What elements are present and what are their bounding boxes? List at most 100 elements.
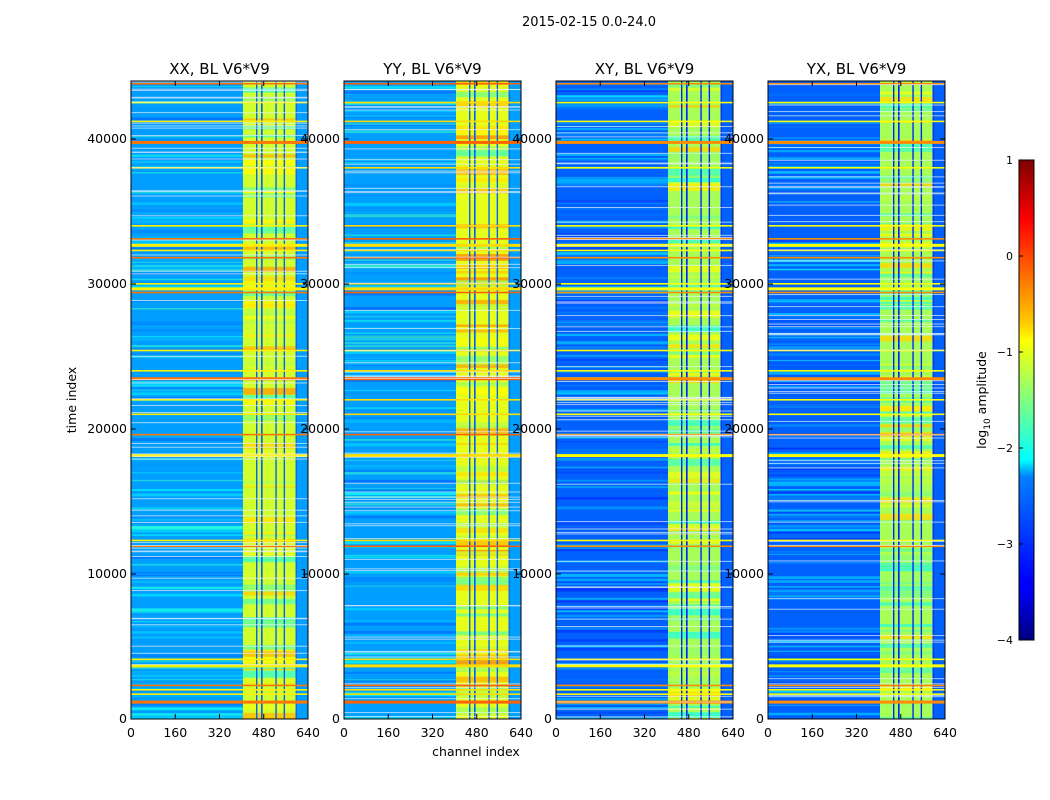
noise-row	[131, 494, 244, 497]
band-texture	[456, 472, 510, 477]
noise-row	[131, 278, 244, 281]
flag-line	[131, 398, 308, 400]
band-texture	[243, 487, 297, 492]
flag-line	[556, 605, 733, 607]
noise-row	[556, 151, 669, 154]
noise-row	[344, 479, 457, 482]
noise-row	[344, 289, 457, 292]
noise-row	[131, 285, 244, 288]
noise-row	[556, 297, 669, 300]
x-tick-label: 320	[421, 725, 445, 740]
flag-line	[768, 598, 945, 600]
flag-line	[344, 309, 521, 311]
hot-time-row	[768, 243, 945, 247]
noise-row	[131, 625, 244, 628]
noise-row	[768, 424, 881, 427]
band-texture	[668, 325, 722, 333]
noise-row	[344, 407, 457, 409]
noise-row	[344, 577, 457, 580]
band-texture	[456, 130, 510, 135]
hot-time-row	[344, 399, 521, 401]
colorbar-tick-label: −4	[997, 634, 1013, 647]
heatmap-2	[344, 81, 521, 719]
noise-row	[344, 444, 457, 447]
y-tick-label: 0	[544, 711, 552, 726]
noise-row	[556, 639, 669, 642]
noise-row	[768, 255, 881, 258]
band-texture	[243, 280, 297, 284]
hot-time-row	[556, 283, 733, 285]
band-texture	[456, 364, 510, 369]
noise-row	[131, 269, 244, 272]
flag-line	[344, 431, 521, 433]
band-texture	[243, 245, 297, 251]
flag-line	[556, 483, 733, 485]
noise-row	[131, 83, 244, 87]
band-texture	[880, 424, 934, 431]
flag-line	[131, 254, 308, 256]
noise-row	[131, 136, 244, 138]
hot-time-row	[131, 433, 308, 436]
noise-row	[344, 272, 457, 274]
flag-line	[344, 129, 521, 131]
y-axis-label: time index	[64, 367, 79, 433]
noise-row	[131, 530, 244, 533]
hot-time-row	[131, 256, 308, 259]
y-tick-label: 40000	[87, 131, 127, 146]
flag-line	[556, 366, 733, 368]
flag-line	[556, 264, 733, 266]
noise-row	[131, 665, 244, 669]
flag-line	[131, 96, 308, 98]
band-texture	[880, 629, 934, 633]
noise-row	[344, 670, 457, 672]
band-texture	[668, 426, 722, 434]
flag-line	[768, 249, 945, 251]
noise-row	[768, 496, 881, 499]
noise-row	[344, 507, 457, 510]
flag-line	[556, 415, 733, 417]
noise-row	[344, 694, 457, 697]
noise-row	[556, 260, 669, 263]
hot-time-row	[344, 684, 521, 687]
noise-row	[768, 301, 881, 303]
noise-row	[344, 691, 457, 694]
noise-row	[131, 329, 244, 332]
band-texture	[456, 666, 510, 672]
flag-line	[344, 192, 521, 194]
noise-row	[131, 434, 244, 437]
flag-line	[131, 127, 308, 129]
noise-row	[344, 202, 457, 205]
noise-row	[131, 261, 244, 264]
hot-time-row	[556, 693, 733, 695]
noise-row	[344, 109, 457, 113]
hot-time-row	[344, 120, 521, 123]
band-texture	[243, 416, 297, 419]
noise-row	[344, 265, 457, 267]
noise-row	[344, 363, 457, 367]
flag-line	[344, 376, 521, 378]
noise-row	[556, 600, 669, 603]
noise-row	[131, 498, 244, 502]
hot-time-row	[556, 101, 733, 104]
noise-row	[768, 474, 881, 476]
flag-line	[556, 626, 733, 628]
noise-row	[131, 338, 244, 340]
band-texture	[456, 646, 510, 650]
flag-line	[556, 410, 733, 412]
noise-row	[131, 85, 244, 88]
noise-row	[131, 242, 244, 245]
noise-row	[131, 117, 244, 121]
colorbar-tick-label: −3	[997, 538, 1013, 551]
noise-row	[768, 361, 881, 364]
flag-line	[131, 167, 308, 169]
flag-line	[131, 458, 308, 460]
noise-row	[768, 171, 881, 174]
hot-time-row	[768, 377, 945, 381]
hot-time-row	[768, 225, 945, 227]
noise-row	[556, 252, 669, 256]
flag-line	[556, 521, 733, 523]
band-texture	[668, 705, 722, 708]
noise-row	[131, 636, 244, 639]
noise-row	[768, 470, 881, 472]
